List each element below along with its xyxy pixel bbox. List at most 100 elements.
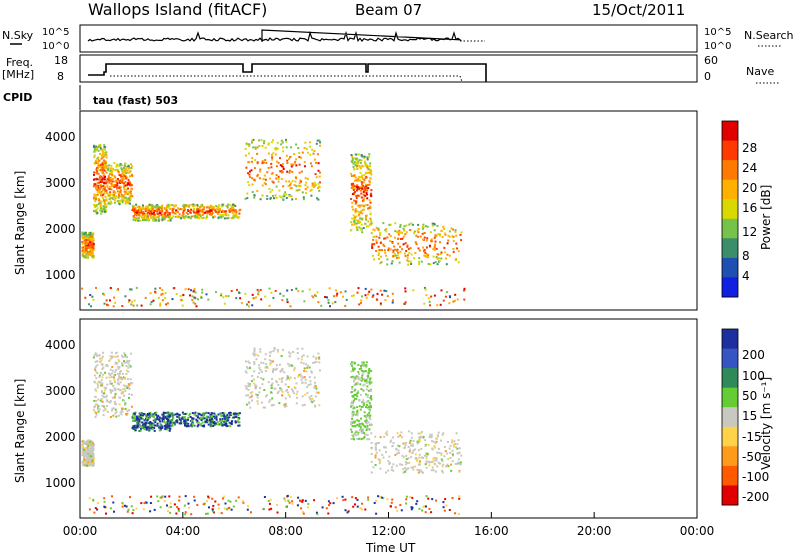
power-echo-cell (282, 294, 285, 297)
power-echo-cell (158, 206, 160, 209)
power-echo-cell (227, 217, 230, 220)
velocity-echo-cell (450, 463, 452, 466)
power-echo-cell (350, 229, 352, 232)
velocity-echo-cell (140, 412, 143, 415)
velocity-echo-cell (110, 391, 112, 394)
velocity-echo-cell (387, 469, 390, 472)
velocity-echo-cell (431, 466, 434, 469)
velocity-echo-cell (416, 458, 419, 460)
power-echo-cell (127, 183, 130, 186)
power-echo-cell (232, 209, 235, 212)
power-echo-cell (367, 220, 370, 223)
power-echo-cell (259, 168, 262, 171)
power-echo-cell (81, 253, 84, 256)
power-echo-cell (258, 139, 261, 142)
power-echo-cell (140, 209, 143, 212)
velocity-echo-cell (158, 418, 161, 421)
velocity-echo-cell (355, 413, 358, 416)
velocity-echo-cell (88, 463, 91, 465)
power-echo-cell (109, 191, 112, 194)
power-echo-cell (368, 171, 370, 174)
velocity-echo-cell (169, 412, 171, 415)
velocity-echo-cell (260, 361, 263, 364)
velocity-echo-cell (271, 397, 274, 400)
power-echo-cell (123, 182, 126, 185)
velocity-echo-cell (188, 425, 191, 428)
velocity-echo-cell (281, 376, 284, 379)
power-echo-cell (358, 303, 361, 306)
power-echo-cell (123, 166, 125, 169)
power-echo-cell (105, 198, 108, 201)
power-echo-cell (360, 185, 363, 188)
power-echo-cell (353, 185, 356, 188)
power-echo-cell (369, 168, 372, 171)
power-echo-cell (353, 199, 356, 202)
power-echo-cell (156, 205, 159, 208)
nave-tick-top: 60 (704, 54, 718, 67)
velocity-echo-cell (146, 419, 149, 422)
power-echo-cell (91, 249, 93, 252)
velocity-echo-cell (165, 426, 168, 428)
velocity-echo-cell (136, 425, 139, 427)
power-echo-cell (364, 287, 367, 290)
velocity-echo-cell (425, 452, 428, 455)
power-echo-cell (254, 159, 257, 162)
power-echo-cell (363, 155, 366, 158)
velocity-echo-cell (101, 394, 104, 397)
velocity-echo-cell (375, 448, 377, 451)
power-echo-cell (309, 153, 312, 156)
power-echo-cell (356, 168, 359, 170)
velocity-echo-cell (423, 454, 426, 457)
velocity-echo-cell (405, 458, 408, 461)
power-echo-cell (194, 204, 197, 207)
velocity-echo-cell (356, 411, 359, 414)
power-echo-cell (193, 289, 196, 292)
velocity-echo-cell (152, 413, 155, 415)
velocity-echo-cell (255, 358, 258, 361)
power-echo-cell (260, 139, 263, 142)
power-echo-cell (210, 213, 213, 216)
power-echo-cell (221, 215, 224, 218)
power-echo-cell (358, 194, 361, 197)
velocity-echo-cell (92, 454, 95, 457)
velocity-echo-cell (364, 370, 367, 372)
power-echo-cell (91, 232, 94, 235)
velocity-echo-cell (412, 468, 415, 471)
power-echo-cell (107, 177, 110, 179)
velocity-echo-cell (252, 378, 255, 381)
velocity-echo-cell (135, 507, 138, 510)
power-echo-cell (105, 299, 108, 302)
velocity-echo-cell (363, 378, 366, 381)
velocity-echo-cell (162, 411, 165, 414)
velocity-echo-cell (124, 390, 127, 393)
power-echo-cell (153, 210, 156, 212)
velocity-echo-cell (86, 464, 89, 467)
power-echo-cell (316, 197, 319, 200)
power-echo-cell (278, 189, 281, 192)
power-echo-cell (362, 181, 365, 184)
power-echo-cell (275, 165, 278, 168)
power-echo-cell (286, 162, 289, 164)
power-echo-cell (126, 169, 129, 172)
velocity-echo-cell (113, 401, 116, 403)
velocity-echo-cell (370, 471, 373, 474)
power-echo-cell (284, 191, 287, 194)
velocity-echo-cell (366, 371, 369, 374)
velocity-echo-cell (205, 411, 208, 414)
velocity-echo-cell (131, 426, 134, 429)
velocity-echo-cell (353, 438, 355, 441)
power-echo-cell (93, 148, 96, 151)
velocity-echo-cell (215, 418, 218, 421)
power-echo-cell (281, 299, 284, 302)
velocity-echo-cell (374, 447, 377, 450)
power-echo-cell (145, 219, 147, 222)
power-echo-cell (234, 204, 237, 207)
power-echo-cell (84, 235, 87, 237)
velocity-echo-cell (289, 495, 292, 498)
power-echo-cell (408, 223, 411, 226)
velocity-echo-cell (419, 436, 422, 439)
velocity-echo-cell (354, 362, 356, 365)
velocity-echo-cell (356, 414, 359, 417)
power-echo-cell (306, 151, 309, 154)
power-echo-cell (84, 296, 87, 299)
